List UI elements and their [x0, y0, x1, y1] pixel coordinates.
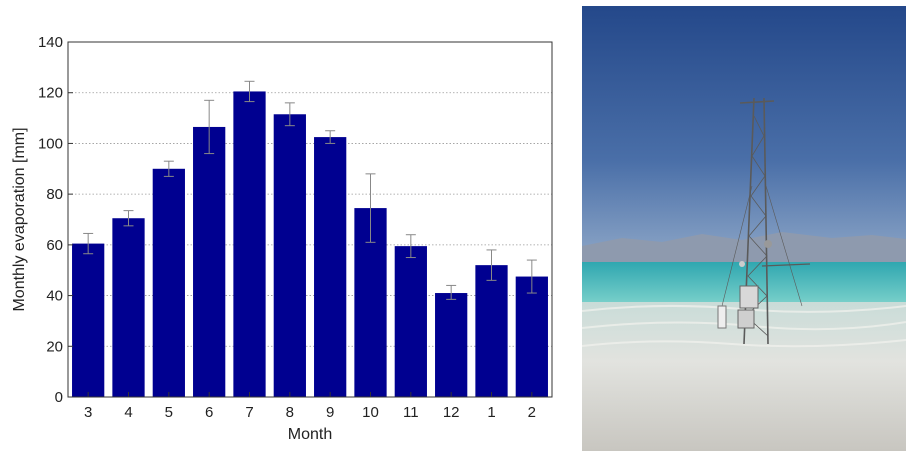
y-tick-label: 120: [38, 85, 63, 102]
instrument-box: [739, 285, 759, 309]
bar-month-8: [273, 114, 306, 398]
y-tick-label: 40: [46, 288, 63, 305]
tower-photo-illustration: [582, 6, 906, 451]
bars: [72, 91, 548, 398]
y-tick-label: 0: [55, 389, 63, 406]
x-axis-ticks: 3 4 5 6 7 8 9 10 11 12 1 2: [84, 392, 536, 421]
x-tick-label: 11: [403, 404, 419, 421]
bar-month-6: [193, 126, 226, 398]
sensor: [739, 261, 745, 267]
bar-month-3: [72, 243, 105, 397]
x-tick-label: 3: [84, 404, 92, 421]
x-tick-label: 2: [528, 404, 536, 421]
bar-month-7: [233, 91, 266, 398]
x-axis-title: Month: [288, 426, 332, 443]
error-bar-month-4: [123, 210, 134, 227]
y-axis-ticks: 0 20 40 60 80 100 120 140: [38, 34, 73, 406]
bar-month-1: [475, 265, 508, 397]
sky: [582, 6, 906, 264]
bar-month-4: [112, 218, 145, 397]
error-bar-month-10: [365, 173, 376, 243]
sensor-housing: [717, 305, 727, 329]
y-tick-label: 100: [38, 135, 63, 152]
y-tick-label: 60: [46, 237, 63, 254]
x-tick-label: 7: [245, 404, 253, 421]
x-tick-label: 12: [443, 404, 460, 421]
bar-month-11: [394, 246, 427, 397]
x-tick-label: 4: [124, 404, 132, 421]
sensor: [764, 240, 772, 248]
error-bar-month-9: [325, 130, 336, 144]
y-tick-label: 80: [46, 186, 63, 203]
error-bar-month-5: [163, 160, 174, 177]
x-tick-label: 5: [165, 404, 173, 421]
error-bar-month-7: [244, 80, 255, 103]
mountains: [582, 232, 906, 264]
y-tick-label: 140: [38, 34, 63, 51]
error-bars: [83, 80, 537, 300]
x-tick-label: 10: [362, 404, 379, 421]
y-axis-title: Monthly evaporation [mm]: [11, 127, 28, 311]
x-tick-label: 1: [487, 404, 495, 421]
field-photo: [582, 6, 906, 451]
instrument-box: [737, 309, 755, 329]
x-tick-label: 8: [286, 404, 294, 421]
error-bar-month-8: [284, 102, 295, 127]
bar-month-9: [314, 137, 347, 397]
bar-month-2: [515, 276, 548, 397]
bar-month-5: [152, 168, 185, 397]
error-bar-month-2: [526, 259, 537, 294]
error-bar-month-6: [204, 99, 215, 155]
grid-lines: [68, 92, 552, 347]
error-bar-month-1: [486, 249, 497, 281]
error-bar-month-12: [446, 284, 457, 300]
x-tick-label: 9: [326, 404, 334, 421]
plot-frame: [67, 41, 553, 398]
bar-month-12: [435, 293, 468, 397]
error-bar-month-3: [83, 232, 94, 255]
x-tick-label: 6: [205, 404, 213, 421]
bar-chart: 0 20 40 60 80 100 120 140 3 4 5 6 7 8 9 10 11 12 1 2 Month…: [11, 34, 553, 443]
error-bar-month-11: [405, 234, 416, 259]
met-tower: [721, 97, 811, 345]
y-tick-label: 20: [46, 338, 63, 355]
